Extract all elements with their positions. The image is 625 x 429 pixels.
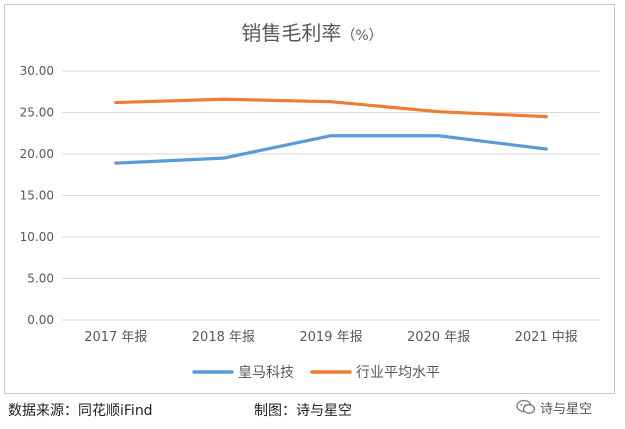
- legend-label-2: 行业平均水平: [356, 365, 440, 381]
- watermark: 诗与星空: [516, 396, 592, 418]
- chart-title: 销售毛利率（%）: [241, 21, 382, 45]
- x-tick-label: 2018 年报: [192, 330, 255, 345]
- legend-label-1: 皇马科技: [238, 365, 294, 381]
- data-point: [437, 110, 440, 113]
- y-tick-label: 15.00: [20, 189, 54, 203]
- data-point: [545, 147, 548, 150]
- x-tick-label: 2020 年报: [407, 330, 470, 345]
- watermark-text: 诗与星空: [540, 401, 593, 417]
- chart: 销售毛利率（%） 0.00 5.00 10.00 15.00 20.00 25.00 30.0…: [20, 21, 600, 381]
- data-point: [329, 134, 332, 137]
- chart-title-unit: （%）: [341, 28, 382, 44]
- y-tick-label: 25.00: [20, 106, 54, 120]
- data-point: [437, 134, 440, 137]
- data-point: [222, 157, 225, 160]
- data-point: [114, 101, 117, 104]
- y-tick-label: 30.00: [20, 64, 54, 78]
- data-point: [329, 100, 332, 103]
- x-tick-label: 2019 年报: [299, 330, 362, 345]
- y-tick-label: 5.00: [27, 272, 54, 286]
- data-source-text: 数据来源：同花顺iFind: [8, 403, 153, 419]
- data-point: [222, 98, 225, 101]
- x-tick-label: 2017 年报: [84, 330, 147, 345]
- series-line-2: [114, 97, 548, 119]
- data-point: [545, 115, 548, 118]
- y-tick-label: 20.00: [20, 147, 54, 161]
- y-tick-label: 10.00: [20, 230, 54, 244]
- chart-credit-text: 制图：诗与星空: [254, 403, 352, 419]
- wechat-icon: [516, 399, 536, 415]
- x-tick-label: 2021 中报: [515, 330, 578, 345]
- series-line-1: [114, 134, 548, 165]
- chart-title-text: 销售毛利率: [241, 21, 341, 45]
- chart-frame: [4, 4, 615, 394]
- y-tick-label: 0.00: [27, 313, 54, 327]
- data-point: [114, 162, 117, 165]
